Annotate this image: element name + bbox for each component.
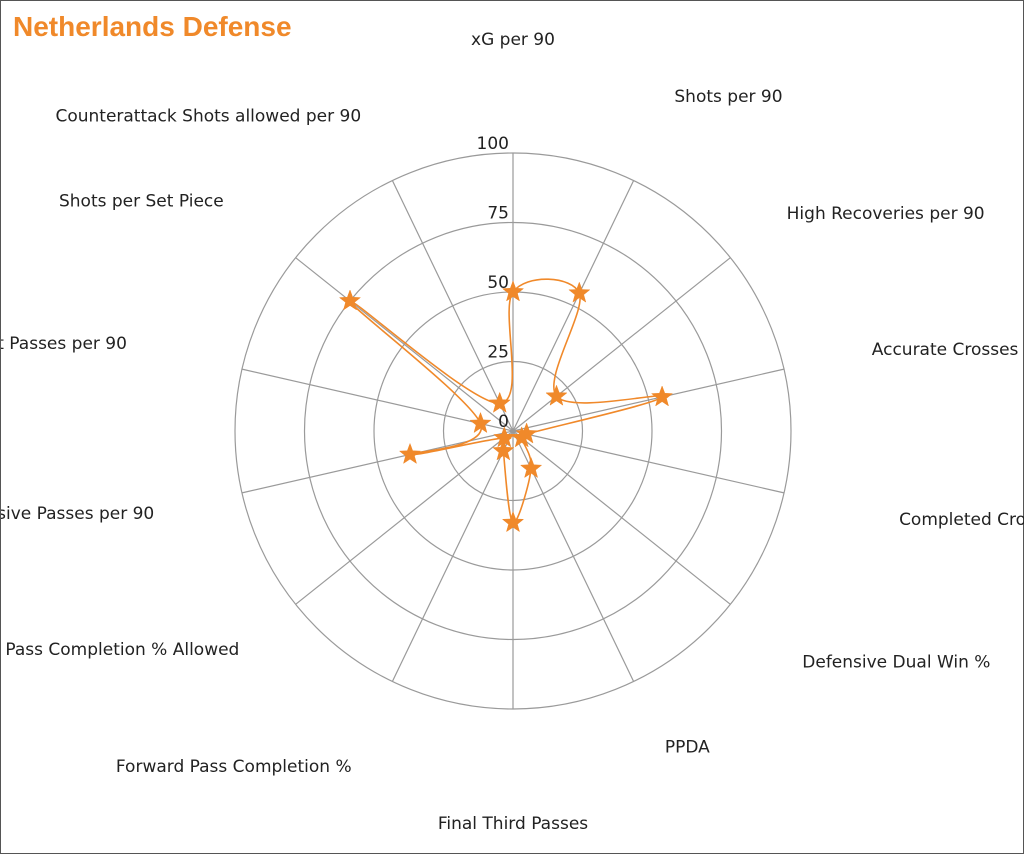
radial-tick-label: 75 xyxy=(487,204,509,224)
series-layer xyxy=(338,278,674,533)
radial-tick-label: 50 xyxy=(487,273,509,293)
spoke-line xyxy=(512,430,785,494)
data-point-star xyxy=(493,426,516,448)
data-point-star xyxy=(545,384,568,406)
spoke-line xyxy=(391,180,514,432)
axis-label: xG per 90 xyxy=(471,30,555,50)
radial-tick-label: 25 xyxy=(487,343,509,363)
spoke-line xyxy=(512,430,731,605)
axis-label: High Recoveries per 90 xyxy=(787,204,985,224)
data-point-star xyxy=(568,281,591,303)
axis-label: Completed Cross % Allowed xyxy=(899,510,1024,530)
data-point-star xyxy=(519,456,543,479)
spoke-line xyxy=(241,368,514,432)
data-point-star xyxy=(501,280,525,302)
spoke-line xyxy=(512,257,731,432)
radial-tick-label: 100 xyxy=(477,134,509,154)
axis-label: Forward Pass Completion % xyxy=(116,757,352,777)
axis-label: Final Third Passes xyxy=(438,814,588,834)
axis-label: Smart Passes per 90 xyxy=(1,334,127,354)
data-point-star xyxy=(492,439,515,461)
spoke-line xyxy=(512,180,635,432)
chart-title: Netherlands Defense xyxy=(13,11,292,42)
axis-label: Progressive Passes per 90 xyxy=(1,504,154,524)
axis-label: Defensive Dual Win % xyxy=(802,653,990,673)
axis-label: Accurate Crosses per 90 xyxy=(872,340,1024,360)
axis-label: PPDA xyxy=(665,737,710,757)
data-point-star xyxy=(398,442,422,464)
radar-grid xyxy=(234,152,792,710)
radial-tick-label: 0 xyxy=(498,412,509,432)
data-point-star xyxy=(501,510,525,533)
radial-tick-labels: 0 25 50 75 100 xyxy=(477,134,509,432)
axis-label: Long Pass Completion % Allowed xyxy=(1,640,239,660)
data-point-star xyxy=(488,391,511,413)
spoke-line xyxy=(241,430,514,494)
spoke-line xyxy=(391,430,514,682)
data-point-star xyxy=(338,289,362,311)
axis-label: Counterattack Shots allowed per 90 xyxy=(55,107,361,127)
data-point-star xyxy=(650,385,674,407)
data-point-star xyxy=(469,411,492,434)
spoke-line xyxy=(512,368,785,432)
axis-label: Shots per 90 xyxy=(674,87,782,107)
axis-label: Shots per Set Piece xyxy=(59,191,224,211)
spoke-line xyxy=(295,430,514,605)
spoke-line xyxy=(295,257,514,432)
axis-labels: xG per 90 Shots per 90 High Recoveries per… xyxy=(1,30,1024,834)
